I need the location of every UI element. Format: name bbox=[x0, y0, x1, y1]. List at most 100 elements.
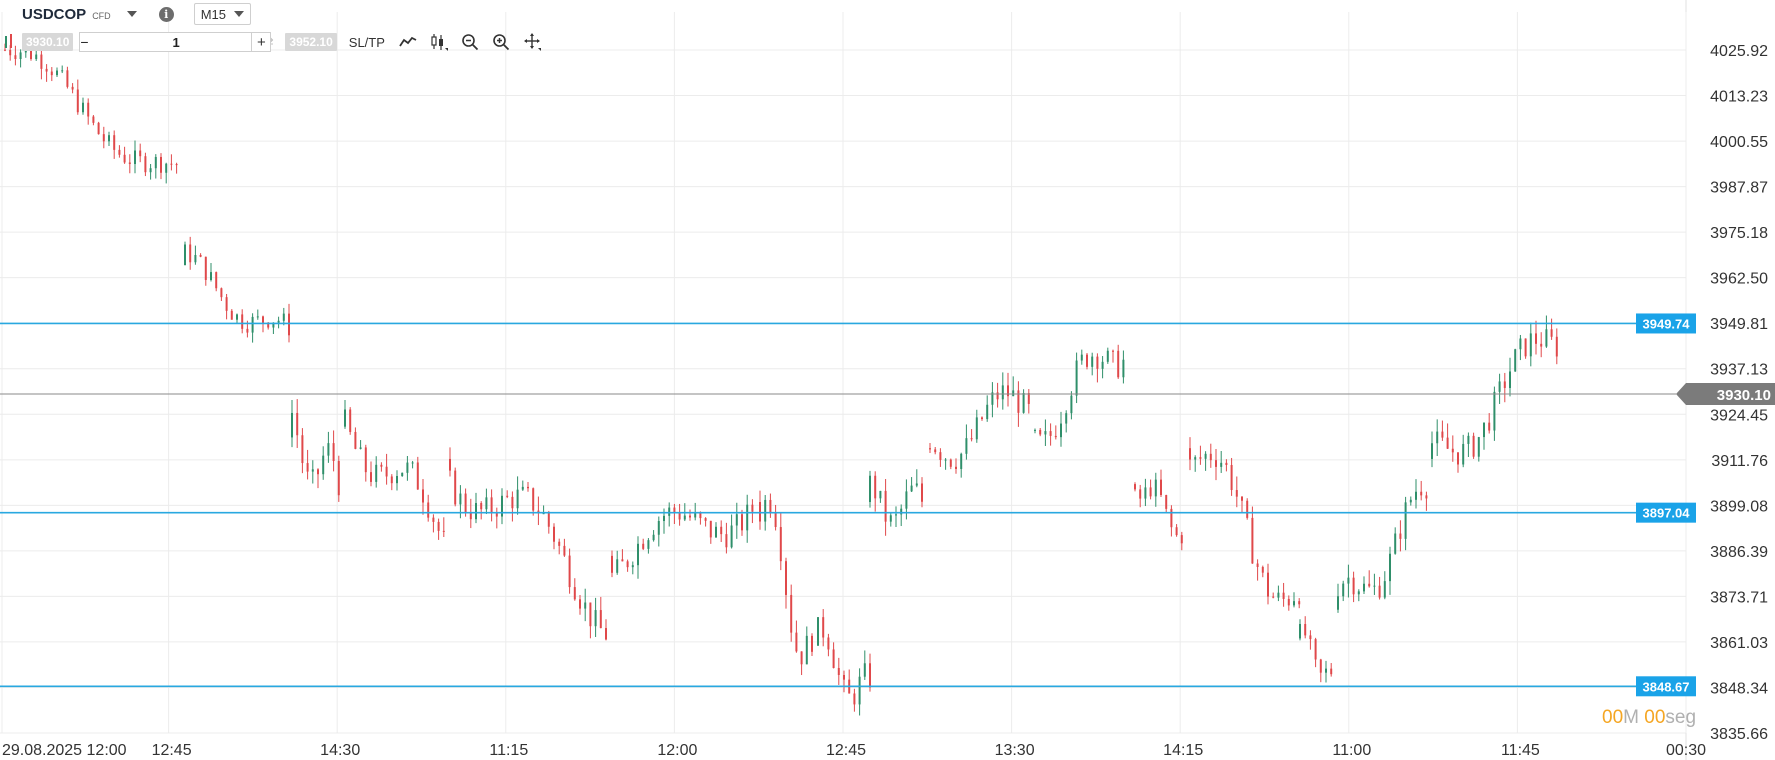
candle-body bbox=[1080, 354, 1083, 361]
candle-body bbox=[900, 508, 903, 515]
candle-body bbox=[1535, 333, 1537, 344]
candle-body bbox=[1415, 491, 1417, 500]
candle-body bbox=[1007, 385, 1009, 397]
candle-body bbox=[1477, 437, 1480, 457]
candle-body bbox=[256, 316, 259, 318]
candle-body bbox=[1277, 592, 1280, 598]
time-tick-label: 12:45 bbox=[152, 742, 192, 759]
candle-body bbox=[637, 543, 639, 566]
candle-body bbox=[663, 515, 665, 522]
candle-body bbox=[189, 244, 192, 263]
quantity-input[interactable] bbox=[88, 34, 264, 50]
price-axis[interactable]: 4025.92 4013.23 4000.55 3987.87 3975.18 3962.… bbox=[1710, 43, 1768, 743]
candle-body bbox=[1555, 336, 1558, 357]
candle-body bbox=[437, 521, 440, 531]
candle-body bbox=[843, 674, 845, 680]
candle-body bbox=[594, 610, 597, 627]
price-tick-label: 3949.81 bbox=[1710, 316, 1768, 333]
crosshair-move-icon[interactable] bbox=[523, 33, 541, 51]
candle-body bbox=[236, 314, 238, 320]
candle-body bbox=[975, 417, 978, 440]
time-tick-label: 12:45 bbox=[826, 742, 866, 759]
candle-body bbox=[210, 272, 212, 280]
candle-body bbox=[160, 156, 162, 173]
line-chart-icon[interactable] bbox=[399, 33, 417, 51]
countdown-minutes: 00 bbox=[1602, 707, 1624, 728]
sell-price-button[interactable]: 3930.10 bbox=[22, 33, 74, 51]
candlestick-icon[interactable] bbox=[430, 33, 448, 51]
candle-body bbox=[495, 513, 498, 517]
quantity-decrease-button[interactable]: − bbox=[80, 34, 89, 50]
candle-body bbox=[480, 503, 483, 510]
candle-body bbox=[631, 565, 634, 568]
candle-body bbox=[741, 514, 743, 531]
candle-body bbox=[267, 322, 270, 328]
zoom-out-icon[interactable] bbox=[461, 33, 479, 51]
candle-body bbox=[301, 435, 304, 464]
candle-body bbox=[652, 534, 655, 541]
horizontal-levels[interactable]: 3949.74 3897.04 3848.67 3930.10 bbox=[0, 313, 1775, 697]
candle-body bbox=[118, 149, 121, 155]
info-icon[interactable]: i bbox=[158, 6, 174, 22]
candle-body bbox=[1170, 508, 1173, 528]
candle-body bbox=[215, 272, 218, 289]
candle-body bbox=[390, 476, 393, 484]
candle-body bbox=[1209, 453, 1212, 461]
candle-body bbox=[874, 475, 877, 499]
candle-body bbox=[194, 254, 197, 263]
candle-body bbox=[359, 447, 362, 449]
chart-grid bbox=[0, 0, 1687, 760]
candle-body bbox=[1519, 338, 1522, 350]
sltp-button[interactable]: SL/TP bbox=[348, 34, 385, 50]
candle-body bbox=[683, 515, 686, 520]
candle-body bbox=[678, 512, 681, 520]
candle-body bbox=[354, 431, 357, 449]
candle-body bbox=[380, 464, 383, 467]
candle-body bbox=[1550, 329, 1553, 337]
candle-body bbox=[1267, 572, 1269, 597]
timeframe-select[interactable]: M15 bbox=[193, 3, 251, 25]
candle-body bbox=[853, 693, 856, 705]
candle-body bbox=[422, 489, 424, 503]
candle-body bbox=[144, 156, 147, 173]
candle-body bbox=[1017, 390, 1020, 413]
buy-price-button[interactable]: 3952.10 bbox=[285, 33, 337, 51]
candle-body bbox=[113, 135, 116, 150]
candle-body bbox=[1001, 385, 1004, 400]
candle-body bbox=[19, 52, 22, 60]
price-tick-label: 3886.39 bbox=[1710, 544, 1768, 561]
candle-body bbox=[605, 628, 607, 640]
candle-body bbox=[1160, 479, 1162, 496]
candle-body bbox=[1399, 533, 1402, 539]
candle-body bbox=[370, 472, 372, 482]
time-axis[interactable]: 29.08.2025 12:00 12:45 14:30 11:15 12:00 12:4… bbox=[2, 742, 1706, 759]
candle-body bbox=[579, 599, 581, 609]
symbol-dropdown-icon[interactable] bbox=[126, 11, 137, 17]
price-tick-label: 3848.34 bbox=[1710, 680, 1768, 697]
candle-body bbox=[154, 156, 157, 169]
candle-body bbox=[709, 520, 712, 538]
time-tick-label: 14:15 bbox=[1163, 742, 1203, 759]
symbol-type: CFD bbox=[92, 10, 111, 21]
candle-body bbox=[1425, 495, 1428, 499]
candle-body bbox=[694, 512, 697, 518]
candle-body bbox=[251, 316, 254, 333]
candle-body bbox=[1493, 391, 1496, 431]
price-tick-label: 3873.71 bbox=[1710, 589, 1768, 606]
time-tick-label: 00:30 bbox=[1666, 742, 1706, 759]
symbol-name[interactable]: USDCOP bbox=[22, 5, 87, 23]
candle-body bbox=[929, 448, 931, 450]
candle-body bbox=[469, 512, 472, 520]
candle-body bbox=[759, 502, 761, 522]
candle-body bbox=[375, 464, 378, 482]
candle-body bbox=[9, 49, 12, 56]
candle-body bbox=[1144, 487, 1147, 499]
candle-body bbox=[396, 476, 398, 484]
candle-body bbox=[1298, 601, 1301, 605]
quantity-increase-button[interactable]: + bbox=[251, 32, 272, 52]
candle-body bbox=[1246, 500, 1249, 518]
zoom-in-icon[interactable] bbox=[492, 33, 510, 51]
candle-body bbox=[1049, 431, 1052, 436]
candle-body bbox=[1545, 329, 1548, 347]
